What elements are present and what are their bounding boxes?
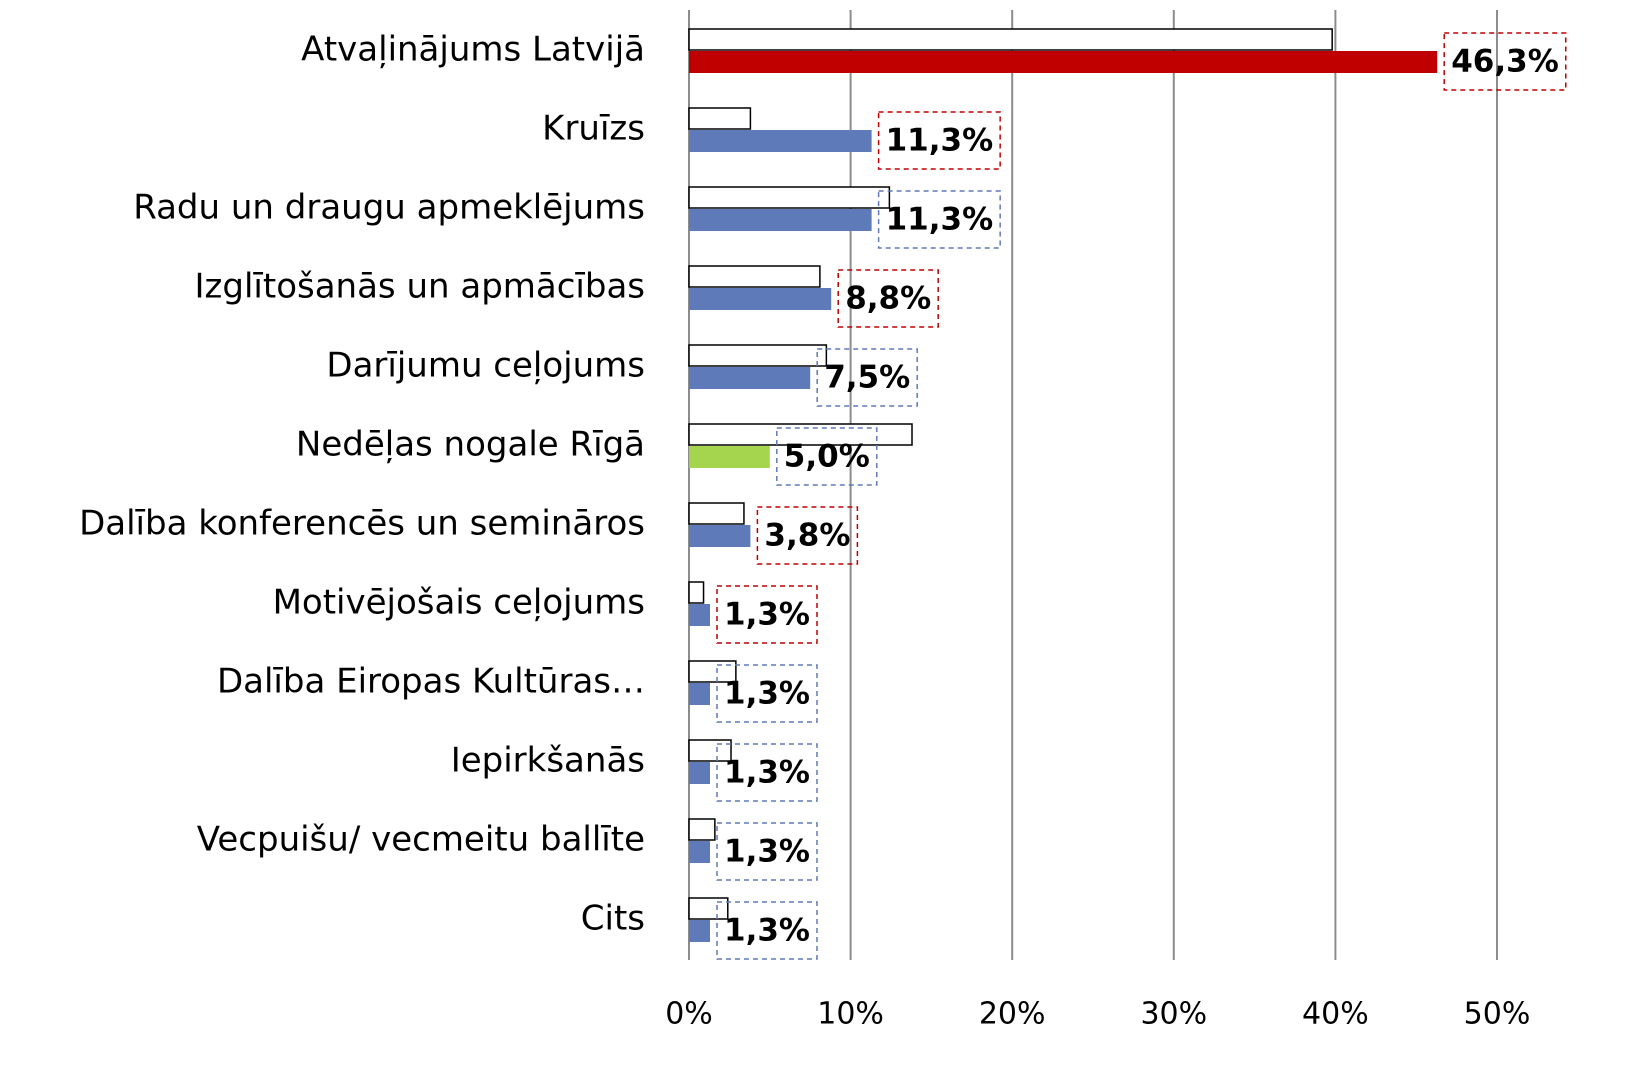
bar xyxy=(689,51,1438,73)
bar xyxy=(688,107,752,130)
bar xyxy=(688,344,828,367)
data-label-box xyxy=(877,190,1001,249)
data-label: 7,5% xyxy=(824,360,910,396)
bar xyxy=(688,581,705,604)
data-label: 1,3% xyxy=(724,676,810,712)
bar xyxy=(688,186,891,209)
data-label: 5,0% xyxy=(784,439,870,475)
data-label-box xyxy=(816,348,918,407)
x-tick-label: 20% xyxy=(979,997,1046,1032)
bar xyxy=(688,818,716,841)
data-label-box xyxy=(716,664,818,723)
data-label: 11,3% xyxy=(886,202,994,238)
data-label-box xyxy=(716,901,818,960)
bar xyxy=(689,683,711,705)
category-label: Radu un draugu apmeklējums xyxy=(133,188,645,228)
x-tick-label: 30% xyxy=(1140,997,1207,1032)
category-label: Iepirkšanās xyxy=(451,741,645,781)
bar xyxy=(689,841,711,863)
category-label: Dalība konferencēs un semināros xyxy=(79,504,645,544)
category-label: Nedēļas nogale Rīgā xyxy=(296,425,645,465)
data-label-box xyxy=(1443,32,1567,91)
data-label-box xyxy=(716,743,818,802)
data-label: 1,3% xyxy=(724,755,810,791)
data-label: 1,3% xyxy=(724,597,810,633)
category-label: Izglītošanās un apmācības xyxy=(195,267,645,307)
bar xyxy=(689,209,872,231)
bar xyxy=(689,367,811,389)
x-tick-label: 10% xyxy=(817,997,884,1032)
category-label: Atvaļinājums Latvijā xyxy=(301,30,645,70)
bar xyxy=(688,265,821,288)
bar xyxy=(688,660,737,683)
data-label: 1,3% xyxy=(724,834,810,870)
bar xyxy=(689,446,770,468)
category-label: Darījumu ceļojums xyxy=(326,346,645,386)
data-label: 1,3% xyxy=(724,913,810,949)
data-label: 46,3% xyxy=(1451,44,1559,80)
bar xyxy=(689,130,872,152)
category-label: Motivējošais ceļojums xyxy=(273,583,645,623)
bar xyxy=(689,288,832,310)
category-label: Cits xyxy=(581,899,645,939)
x-tick-label: 40% xyxy=(1302,997,1369,1032)
data-label: 3,8% xyxy=(764,518,850,554)
bar xyxy=(689,762,711,784)
bar xyxy=(688,28,1333,51)
bar xyxy=(689,920,711,942)
data-label-box xyxy=(756,506,859,565)
x-tick-label: 0% xyxy=(665,997,713,1032)
bar xyxy=(688,739,732,762)
bar xyxy=(689,604,711,626)
data-label-box xyxy=(776,427,878,486)
data-label-box xyxy=(837,269,939,328)
data-label: 11,3% xyxy=(886,123,994,159)
data-label-box xyxy=(716,585,818,644)
bar xyxy=(688,897,729,920)
category-label: Kruīzs xyxy=(542,109,645,149)
bar xyxy=(688,423,913,446)
category-label: Vecpuišu/ vecmeitu ballīte xyxy=(197,820,645,860)
data-label: 8,8% xyxy=(845,281,931,317)
data-label-box xyxy=(877,111,1001,170)
category-label: Dalība Eiropas Kultūras… xyxy=(217,662,645,702)
bar xyxy=(689,525,751,547)
data-label-box xyxy=(716,822,818,881)
bar xyxy=(688,502,745,525)
x-tick-label: 50% xyxy=(1464,997,1531,1032)
